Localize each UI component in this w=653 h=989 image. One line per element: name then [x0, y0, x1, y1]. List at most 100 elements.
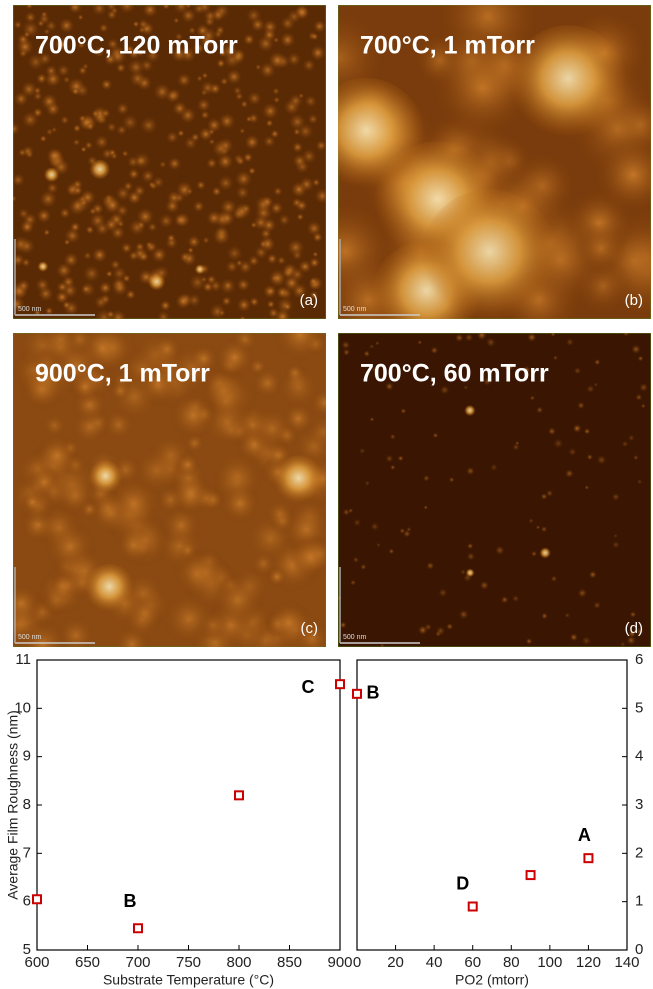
grain	[193, 200, 205, 212]
grain	[45, 307, 53, 315]
grain	[266, 119, 274, 127]
bright-grain	[420, 189, 558, 327]
grain	[548, 427, 556, 435]
y-tick-label: 6	[23, 893, 31, 910]
grain	[60, 116, 69, 125]
grain	[83, 251, 91, 259]
grain	[386, 455, 394, 463]
grain	[269, 269, 287, 287]
grain	[148, 222, 158, 232]
grain	[191, 133, 200, 142]
grain	[398, 455, 404, 461]
grain	[278, 214, 290, 226]
grain	[46, 148, 62, 164]
grain	[490, 464, 497, 471]
grain	[219, 278, 236, 295]
x-axis-label: PO2 (mtorr)	[455, 972, 529, 988]
grain	[10, 195, 17, 202]
grain	[343, 509, 350, 516]
grain	[574, 367, 581, 374]
grain	[112, 280, 128, 296]
grain	[270, 201, 283, 214]
grain	[175, 293, 191, 309]
grain	[7, 122, 20, 135]
grain	[593, 601, 601, 609]
x-tick-label: 80	[503, 954, 520, 971]
grain	[110, 259, 121, 270]
grain	[311, 33, 319, 41]
grain	[486, 337, 496, 347]
grain	[622, 441, 628, 447]
data-point	[584, 854, 592, 862]
grain	[11, 173, 25, 187]
grain	[227, 245, 243, 261]
grain	[262, 103, 279, 120]
y-tick-label: 9	[23, 748, 31, 765]
y2-tick-label: 2	[635, 844, 643, 861]
grain	[431, 347, 438, 354]
grain	[501, 596, 508, 603]
grain	[263, 28, 277, 42]
grain	[214, 225, 229, 240]
grain	[248, 167, 256, 175]
grain	[92, 1, 107, 16]
panel-tag: (b)	[625, 292, 643, 309]
grain	[578, 588, 587, 597]
grain	[582, 636, 591, 645]
grain	[449, 477, 454, 482]
grain	[219, 113, 236, 130]
grain	[25, 11, 37, 23]
grain	[85, 225, 94, 234]
bright-grain	[88, 460, 123, 495]
grain	[115, 186, 130, 201]
grain	[292, 142, 303, 153]
grain	[185, 3, 191, 9]
grain	[266, 566, 287, 587]
grain	[296, 200, 308, 212]
grain	[26, 2, 34, 10]
grain	[157, 311, 170, 324]
grain	[546, 490, 553, 497]
grain	[187, 235, 200, 248]
grain	[292, 154, 307, 169]
grain	[594, 383, 598, 387]
grain	[219, 310, 225, 316]
grain	[312, 232, 322, 242]
panel-tag: (c)	[301, 620, 319, 637]
grain	[376, 543, 380, 547]
bright-grain	[89, 160, 110, 181]
y-tick-label: 8	[23, 796, 31, 813]
grain	[350, 580, 356, 586]
x-tick-label: 40	[426, 954, 443, 971]
data-point	[336, 680, 344, 688]
grain	[92, 247, 107, 262]
grain	[160, 300, 171, 311]
y2-tick-label: 3	[635, 796, 643, 813]
grain	[19, 238, 35, 254]
grain	[597, 455, 606, 464]
grain	[369, 344, 373, 348]
grain	[83, 265, 101, 283]
plot-frame	[37, 660, 340, 950]
grain	[480, 581, 489, 590]
grain	[140, 116, 158, 134]
grain	[248, 255, 259, 266]
grain	[177, 73, 192, 88]
grain	[426, 562, 434, 570]
grain	[270, 130, 279, 139]
grain	[536, 407, 543, 414]
grain	[586, 385, 594, 393]
grain	[73, 124, 81, 132]
grain	[95, 135, 109, 149]
grain	[573, 424, 582, 433]
grain	[239, 316, 246, 323]
grain	[249, 297, 259, 307]
grain	[424, 505, 428, 509]
grain	[536, 525, 541, 530]
grain	[137, 221, 145, 229]
x-tick-label: 0	[353, 954, 361, 971]
grain	[142, 2, 158, 18]
grain	[201, 89, 208, 96]
grain	[267, 300, 276, 309]
grain	[253, 215, 269, 231]
